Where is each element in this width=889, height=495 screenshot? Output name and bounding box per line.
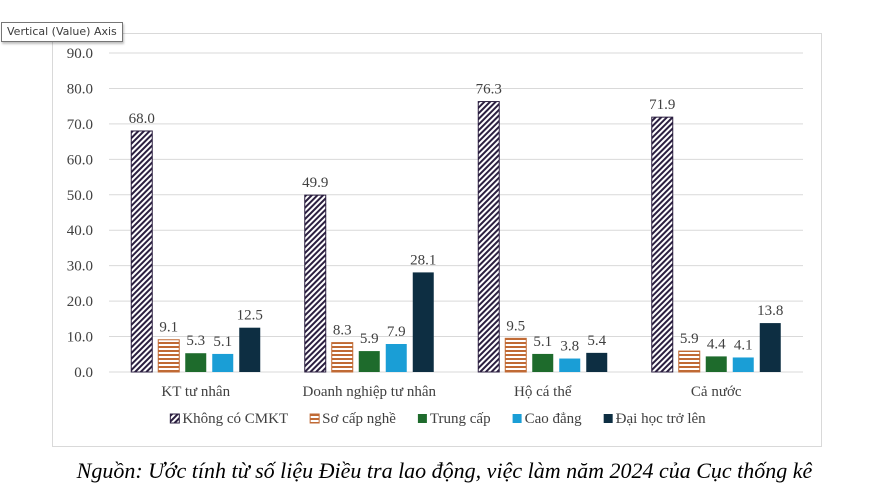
gridlines — [109, 52, 803, 373]
y-tick-label: 80.0 — [67, 81, 93, 97]
data-label: 9.5 — [506, 318, 525, 334]
y-axis-tick-labels[interactable]: 0.0 10.0 20.0 30.0 40.0 50.0 60.0 70.0 80.0 90.0 — [67, 46, 93, 381]
data-label: 8.3 — [333, 323, 352, 339]
data-label: 7.9 — [387, 324, 406, 340]
data-label: 9.1 — [159, 320, 178, 336]
bar[interactable] — [532, 353, 554, 372]
legend-swatch — [603, 414, 613, 423]
category-label: Cả nước — [691, 384, 742, 400]
bar[interactable] — [304, 194, 327, 373]
legend-swatch — [309, 413, 320, 424]
data-label: 71.9 — [649, 97, 675, 113]
bar[interactable] — [385, 343, 407, 372]
data-label: 28.1 — [410, 252, 436, 268]
legend-label: Trung cấp — [430, 411, 491, 427]
bar[interactable] — [212, 353, 234, 372]
legend-label: Cao đẳng — [525, 411, 583, 427]
bar[interactable] — [759, 323, 781, 372]
legend[interactable]: Không có CMKT Sơ cấp nghề Trung cấp Cao đẳn… — [169, 411, 706, 427]
data-label: 5.3 — [186, 333, 205, 349]
source-caption: Nguồn: Ước tính từ số liệu Điều tra lao … — [76, 458, 813, 483]
data-label: 76.3 — [476, 82, 502, 98]
y-tick-label: 40.0 — [67, 223, 93, 239]
data-label: 4.4 — [707, 336, 726, 352]
legend-label: Đại học trở lên — [616, 411, 706, 427]
y-tick-label: 10.0 — [67, 330, 93, 346]
legend-item[interactable]: Đại học trở lên — [603, 411, 706, 427]
y-tick-label: 20.0 — [67, 294, 93, 310]
bars — [130, 101, 781, 373]
category-label: Hộ cá thể — [514, 384, 572, 400]
chart-area[interactable]: 0.0 10.0 20.0 30.0 40.0 50.0 60.0 70.0 80.0 90.0 … — [52, 33, 822, 447]
data-labels: 68.0 9.1 5.3 5.1 12.5 49.9 8.3 5.9 7.9 28.1 76.3 9.… — [129, 82, 784, 355]
bar[interactable] — [130, 130, 153, 373]
legend-swatch — [512, 414, 522, 423]
data-label: 13.8 — [757, 303, 783, 319]
data-label: 5.1 — [213, 334, 232, 350]
bar-chart: 0.010.020.030.040.050.060.070.080.090.0 … — [67, 46, 803, 427]
legend-label: Sơ cấp nghề — [322, 411, 396, 427]
data-label: 5.9 — [360, 331, 379, 347]
legend-item[interactable]: Sơ cấp nghề — [309, 411, 396, 427]
data-label: 5.9 — [680, 331, 699, 347]
data-label: 5.4 — [587, 333, 606, 349]
bar[interactable] — [412, 272, 434, 372]
y-tick-label: 50.0 — [67, 188, 93, 204]
category-label: Doanh nghiệp tư nhân — [302, 384, 436, 400]
bar[interactable] — [331, 342, 354, 373]
category-label: KT tư nhân — [161, 384, 230, 400]
axis-tooltip: Vertical (Value) Axis — [1, 22, 123, 42]
data-label: 3.8 — [560, 339, 579, 355]
bar[interactable] — [157, 339, 180, 373]
bar[interactable] — [477, 101, 500, 373]
legend-swatch — [417, 414, 427, 423]
bar[interactable] — [651, 116, 674, 373]
y-tick-label: 70.0 — [67, 117, 93, 133]
bar[interactable] — [239, 327, 261, 372]
bar[interactable] — [732, 357, 754, 372]
data-label: 49.9 — [302, 175, 328, 191]
y-tick-label: 60.0 — [67, 152, 93, 168]
bar[interactable] — [678, 350, 701, 373]
legend-item[interactable]: Cao đẳng — [512, 411, 583, 427]
y-tick-label: 30.0 — [67, 259, 93, 275]
legend-swatch — [169, 413, 180, 424]
data-label: 68.0 — [129, 111, 155, 127]
legend-label: Không có CMKT — [182, 411, 288, 427]
legend-item[interactable]: Không có CMKT — [169, 411, 288, 427]
bar[interactable] — [705, 356, 727, 372]
legend-item[interactable]: Trung cấp — [417, 411, 491, 427]
data-label: 5.1 — [533, 334, 552, 350]
bar[interactable] — [504, 337, 527, 373]
bar[interactable] — [559, 358, 581, 372]
data-label: 12.5 — [237, 308, 263, 324]
bar[interactable] — [358, 351, 380, 372]
bar[interactable] — [586, 352, 608, 372]
y-tick-label: 90.0 — [67, 46, 93, 62]
y-tick-label: 0.0 — [74, 365, 93, 381]
x-axis-category-labels: KT tư nhân Doanh nghiệp tư nhân Hộ cá thể C… — [161, 384, 741, 400]
data-label: 4.1 — [734, 337, 753, 353]
bar[interactable] — [185, 353, 207, 372]
